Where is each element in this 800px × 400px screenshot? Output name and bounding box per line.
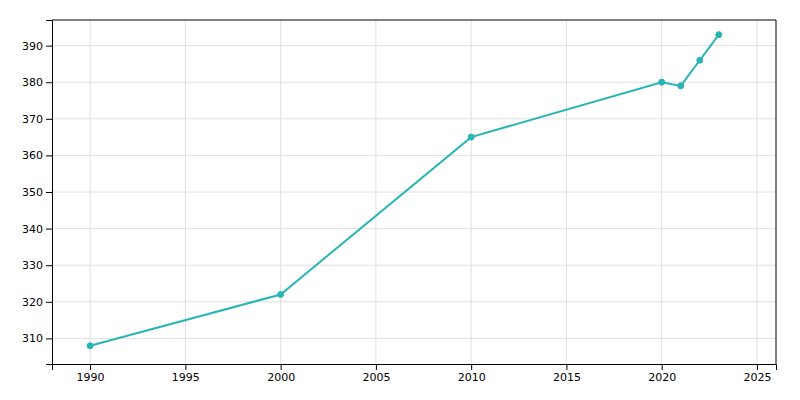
grid-line-y — [52, 192, 776, 193]
tick: 2025 — [743, 364, 771, 384]
grid-line-y — [52, 118, 776, 119]
grid-line-y — [52, 45, 776, 46]
tick: 2015 — [553, 364, 581, 384]
tick-mark — [46, 82, 52, 83]
tick-label: 1990 — [77, 371, 105, 384]
tick-mark — [46, 119, 52, 120]
tick-label: 2025 — [743, 371, 771, 384]
tick-mark — [46, 192, 52, 193]
tick-label: 2010 — [458, 371, 486, 384]
x-axis: 1990 1995 2000 2005 2010 2015 2020 2025 — [53, 364, 777, 384]
frame-top — [52, 20, 776, 21]
tick-mark — [46, 46, 52, 47]
tick-label: 310 — [22, 332, 43, 345]
point — [697, 57, 703, 63]
tick-mark — [90, 364, 91, 370]
tick: 370 — [22, 113, 52, 126]
point — [659, 79, 665, 85]
point — [278, 291, 284, 297]
tick-mark — [46, 229, 52, 230]
tick-mark — [46, 265, 52, 266]
axis-line — [53, 365, 777, 371]
tick: 1990 — [77, 364, 105, 384]
grid-line-y — [52, 301, 776, 302]
tick: 2000 — [267, 364, 295, 384]
grid-line-y — [52, 155, 776, 156]
point — [87, 343, 93, 349]
tick-label: 380 — [22, 76, 43, 89]
tick-label: 390 — [22, 40, 43, 53]
tick-mark — [46, 338, 52, 339]
tick-label: 330 — [22, 259, 43, 272]
line — [90, 35, 719, 346]
tick-mark — [281, 364, 282, 370]
tick-mark — [757, 364, 758, 370]
grid-line-y — [52, 338, 776, 339]
tick-mark — [46, 302, 52, 303]
grid — [52, 20, 776, 364]
point — [716, 32, 722, 38]
tick: 380 — [22, 76, 52, 89]
tick-mark — [471, 364, 472, 370]
point — [678, 83, 684, 89]
grid-line-y — [52, 265, 776, 266]
chart: 1990 1995 2000 2005 2010 2015 2020 2025 310 320 33… — [0, 0, 800, 400]
plot: 1990 1995 2000 2005 2010 2015 2020 2025 310 320 33… — [22, 20, 777, 384]
tick: 2005 — [362, 364, 390, 384]
tick-mark — [185, 364, 186, 370]
tick-mark — [376, 364, 377, 370]
tick-mark — [46, 155, 52, 156]
tick: 340 — [22, 223, 52, 236]
tick-label: 2020 — [648, 371, 676, 384]
tick: 1995 — [172, 364, 200, 384]
tick-mark — [662, 364, 663, 370]
axis-line — [46, 21, 53, 365]
tick-label: 350 — [22, 186, 43, 199]
tick-label: 370 — [22, 113, 43, 126]
y-axis: 310 320 330 340 350 360 370 380 390 — [22, 21, 53, 365]
marks — [87, 32, 722, 349]
tick: 360 — [22, 149, 52, 162]
tick: 2010 — [458, 364, 486, 384]
tick: 350 — [22, 186, 52, 199]
tick-label: 360 — [22, 149, 43, 162]
tick: 320 — [22, 296, 52, 309]
tick-label: 2015 — [553, 371, 581, 384]
tick-label: 2000 — [267, 371, 295, 384]
grid-line-y — [52, 228, 776, 229]
tick-label: 340 — [22, 223, 43, 236]
frame-right — [776, 20, 777, 364]
point — [468, 134, 474, 140]
tick: 310 — [22, 332, 52, 345]
tick-label: 320 — [22, 296, 43, 309]
tick-label: 1995 — [172, 371, 200, 384]
tick-mark — [566, 364, 567, 370]
tick: 390 — [22, 40, 52, 53]
tick-label: 2005 — [362, 371, 390, 384]
tick: 2020 — [648, 364, 676, 384]
tick: 330 — [22, 259, 52, 272]
